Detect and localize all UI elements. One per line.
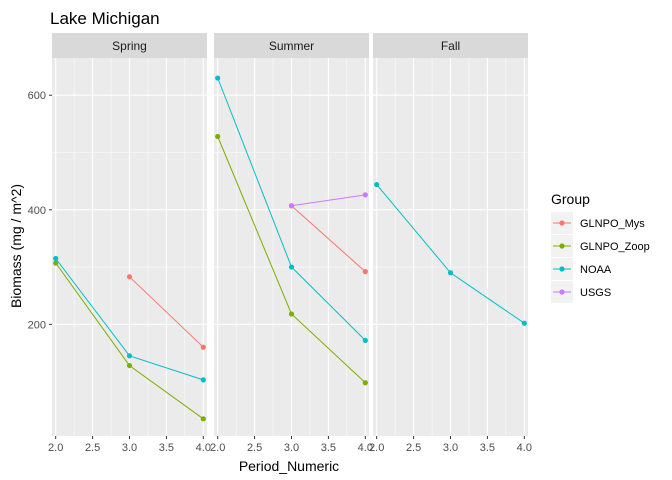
data-point-noaa: [362, 337, 368, 343]
data-point-glnpo-zoop: [215, 133, 221, 140]
data-point-glnpo-zoop: [362, 380, 368, 386]
data-point-noaa: [126, 353, 133, 359]
data-point-noaa: [215, 75, 221, 81]
data-point-glnpo-mys: [200, 344, 206, 350]
facet-strip-label: Summer: [269, 39, 314, 53]
data-point-glnpo-zoop: [53, 260, 59, 266]
x-tick-label: 3.5: [159, 442, 174, 454]
x-tick-label: 2.5: [85, 442, 100, 454]
series-line-glnpo-mys: [291, 205, 366, 272]
x-tick-label: 2.5: [406, 442, 421, 454]
legend-title: Group: [551, 191, 590, 207]
y-axis-label: Biomass (mg / m^2): [8, 184, 24, 308]
x-tick-label: 3.0: [443, 442, 458, 454]
y-tick-label: 600: [28, 90, 46, 102]
data-point-glnpo-zoop: [288, 311, 295, 317]
legend-key-point: [559, 266, 565, 272]
x-tick-label: 2.0: [369, 442, 384, 454]
y-tick-label: 400: [28, 205, 46, 217]
facet-panel-spring: Spring 2.0 2.5 3.0 3.5 4.0: [48, 33, 211, 454]
facet-panels: 200 400 600 Spring 2.0 2.5 3.0 3.5 4.0 Summer 2.0 2…: [28, 33, 532, 454]
legend-label: GLNPO_Mys: [580, 218, 645, 230]
x-tick-label: 3.0: [284, 442, 299, 454]
facet-strip: [373, 33, 528, 58]
facet-strip-label: Spring: [112, 39, 147, 53]
facet-strip: [214, 33, 369, 58]
facet-strip: [52, 33, 207, 58]
data-point-noaa: [447, 270, 454, 276]
legend: Group GLNPO_Mys GLNPO_Zoop NOAA USGS: [551, 191, 650, 303]
x-tick-label: 3.5: [321, 442, 336, 454]
x-tick-label: 3.5: [480, 442, 495, 454]
data-point-noaa: [521, 320, 527, 326]
x-tick-label: 2.5: [247, 442, 262, 454]
x-tick-label: 4.0: [517, 442, 532, 454]
x-tick-label: 2.0: [48, 442, 63, 454]
y-tick-label: 200: [28, 319, 46, 331]
series-line-usgs: [291, 194, 366, 207]
legend-key-point: [559, 289, 565, 295]
legend-key-point: [559, 220, 565, 226]
series-line-glnpo-mys: [129, 276, 204, 348]
facet-panel-fall: Fall 2.0 2.5 3.0 3.5 4.0: [369, 33, 532, 454]
data-point-glnpo-mys: [362, 269, 368, 275]
x-tick-label: 4.0: [358, 442, 373, 454]
data-point-glnpo-zoop: [126, 362, 133, 369]
data-point-glnpo-zoop: [200, 416, 206, 422]
data-point-noaa: [374, 181, 380, 188]
data-point-glnpo-mys: [126, 274, 133, 280]
data-point-usgs: [362, 192, 368, 198]
facet-strip-label: Fall: [441, 39, 460, 53]
x-axis-label: Period_Numeric: [239, 458, 339, 474]
chart-title: Lake Michigan: [50, 9, 160, 28]
x-tick-label: 3.0: [122, 442, 137, 454]
data-point-noaa: [200, 377, 206, 383]
facet-panel-summer: Summer 2.0 2.5 3.0 3.5 4.0: [210, 33, 373, 454]
legend-label: USGS: [580, 287, 611, 299]
legend-label: NOAA: [580, 264, 612, 276]
legend-label: GLNPO_Zoop: [580, 241, 650, 253]
data-point-usgs: [288, 203, 295, 209]
x-tick-label: 2.0: [210, 442, 225, 454]
data-point-noaa: [53, 255, 59, 262]
x-tick-label: 4.0: [196, 442, 211, 454]
data-point-noaa: [288, 264, 295, 270]
legend-key-point: [559, 243, 565, 249]
